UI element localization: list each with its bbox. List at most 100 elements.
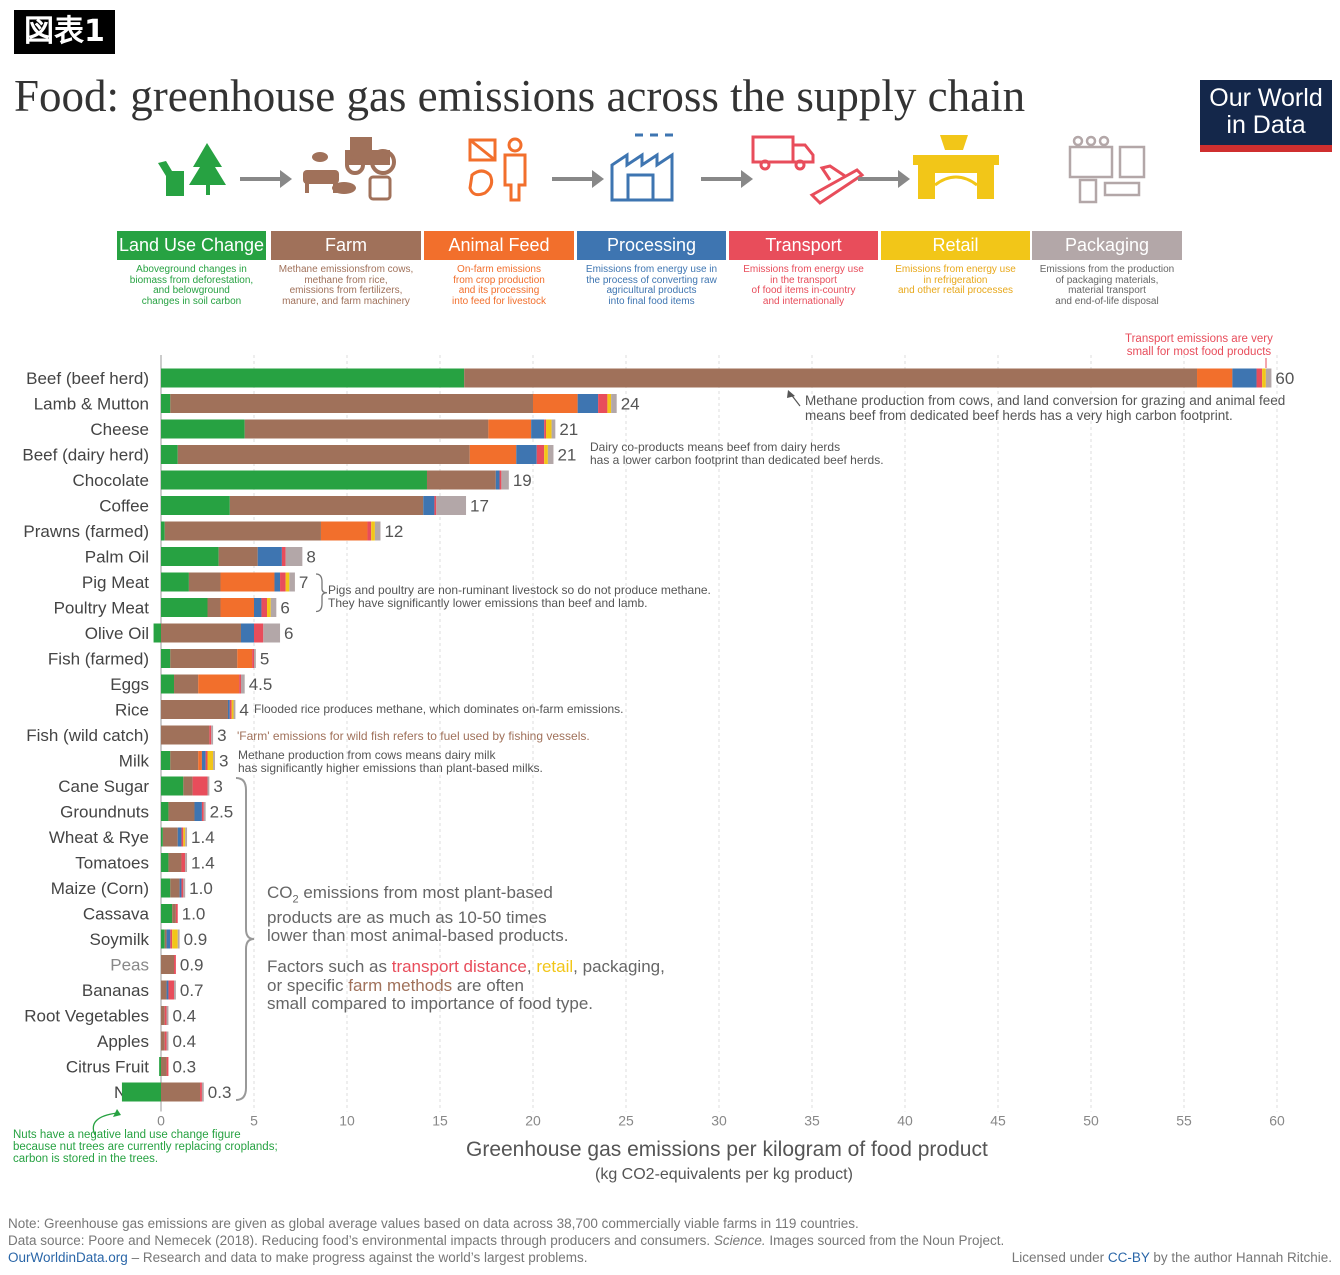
- bar-segment-farm: [244, 419, 489, 439]
- license: Licensed under CC-BY by the author Hanna…: [1012, 1250, 1332, 1265]
- nuts-note-line-3: carbon is stored in the trees.: [13, 1153, 159, 1165]
- license-link[interactable]: CC-BY: [1107, 1250, 1150, 1265]
- bar-segment-processing: [516, 445, 537, 464]
- bar-segment-animal-feed: [198, 751, 202, 770]
- bar-segment-land-use-change: [161, 572, 189, 592]
- value-label: 1.0: [189, 879, 213, 898]
- bar-segment-land-use-change: [161, 419, 245, 439]
- rice-note: Flooded rice produces methane, which dom…: [254, 702, 624, 716]
- bar-segment-land-use-change: [161, 827, 163, 847]
- bar-segment-transport: [229, 700, 232, 719]
- pig-poultry-note: Pigs and poultry are non-ruminant livest…: [328, 584, 711, 610]
- farmer-barn-icon: [468, 137, 527, 202]
- bar-segment-land-use-change: [161, 853, 169, 872]
- value-label: 6: [280, 599, 289, 618]
- plant-note-line-3: lower than most animal-based products.: [267, 926, 569, 946]
- bar-segment-transport: [536, 445, 545, 464]
- bar-segment-animal-feed: [488, 419, 532, 439]
- bar-segment-processing: [531, 419, 545, 439]
- x-tick-label: 50: [1083, 1113, 1099, 1129]
- bar-segment-packaging: [1265, 368, 1272, 388]
- stage-description: Emissions from energy use in the process…: [585, 264, 718, 307]
- plant-note-line-2: products are as much as 10-50 times: [267, 907, 547, 927]
- value-label: 0.4: [172, 1032, 196, 1051]
- plant-based-brace: [235, 777, 255, 1101]
- stage-farm: Farm: [271, 231, 421, 260]
- category-label: Fish (farmed): [48, 650, 149, 669]
- bar-segment-land-use-change: [161, 445, 178, 464]
- plant-note-sub: 2: [292, 893, 299, 906]
- bar-segment-transport: [280, 572, 286, 592]
- arrow-icon: [858, 170, 910, 188]
- bar-segment-retail: [207, 751, 214, 770]
- x-tick-label: 60: [1269, 1113, 1285, 1129]
- bar-segment-land-use-change: [161, 776, 184, 796]
- category-label: Rice: [115, 701, 149, 720]
- bar-segment-packaging: [374, 521, 381, 541]
- site-link[interactable]: OurWorldinData.org: [8, 1250, 128, 1265]
- bar-segment-packaging: [240, 674, 245, 694]
- stage-retail: Retail: [881, 231, 1030, 260]
- bar-segment-land-use-change: [161, 368, 465, 388]
- bar-segment-farm: [170, 394, 534, 413]
- bar-segment-transport: [1256, 368, 1263, 388]
- bar-segment-packaging: [166, 1006, 169, 1025]
- stage-packaging: Packaging: [1032, 231, 1182, 260]
- transport-note-line-2: small for most food products: [1126, 345, 1272, 358]
- bar-segment-farm: [164, 929, 167, 949]
- bar-segment-processing: [227, 700, 230, 719]
- bar-segment-transport: [168, 980, 175, 1000]
- bar-segment-packaging: [285, 547, 303, 566]
- bar-segment-packaging: [183, 878, 186, 898]
- bar-segment-transport: [170, 929, 173, 949]
- bar-segment-packaging: [177, 929, 180, 949]
- bar-segment-retail: [607, 394, 612, 413]
- milk-note-line-2: has significantly higher emissions than …: [238, 761, 543, 775]
- category-label: Cheese: [90, 420, 149, 439]
- category-label: Maize (Corn): [51, 879, 149, 898]
- logo-line-2: in Data: [1226, 111, 1306, 139]
- bar-segment-farm: [161, 955, 175, 974]
- footer-note: Note: Greenhouse gas emissions are given…: [8, 1216, 859, 1231]
- bar-segment-processing: [201, 751, 206, 770]
- bar-segment-packaging: [289, 572, 295, 592]
- bar-segment-packaging: [166, 1031, 169, 1051]
- category-label: Olive Oil: [85, 624, 149, 643]
- nuts-note-arrowhead: [113, 1109, 121, 1117]
- bar-segment-retail: [371, 521, 375, 541]
- factors-text-1: Factors such as: [267, 957, 392, 976]
- factors-comma: ,: [526, 957, 537, 976]
- nuts-note-arrow: [92, 1112, 118, 1136]
- value-label: 3: [213, 777, 222, 796]
- value-label: 3: [219, 752, 228, 771]
- factors-packaging: , packaging,: [573, 957, 665, 976]
- bar-segment-land-use-change: [161, 598, 208, 617]
- x-tick-label: 40: [897, 1113, 913, 1129]
- category-label: Citrus Fruit: [66, 1058, 149, 1077]
- plant-note-rest: emissions from most plant-based: [298, 883, 553, 902]
- dairy-note-line-1: Dairy co-products means beef from dairy …: [590, 440, 841, 454]
- category-label: Fish (wild catch): [26, 726, 149, 745]
- x-tick-label: 20: [525, 1113, 541, 1129]
- footer-site: OurWorldinData.org – Research and data t…: [8, 1250, 588, 1265]
- bar-segment-packaging: [174, 980, 176, 1000]
- nuts-note-line-1: Nuts have a negative land use change fig…: [13, 1129, 241, 1141]
- bar-segment-land-use-change: [161, 394, 171, 413]
- pig-poultry-brace: [315, 573, 328, 613]
- bar-segment-transport: [200, 1082, 202, 1102]
- x-tick-label: 35: [804, 1113, 820, 1129]
- license-author: by the author Hannah Ritchie.: [1149, 1250, 1332, 1265]
- bar-segment-land-use-change: [161, 802, 169, 821]
- bar-segment-transport: [174, 955, 176, 974]
- x-axis-title: Greenhouse gas emissions per kilogram of…: [466, 1138, 988, 1161]
- milk-note: Methane production from cows means dairy…: [238, 749, 543, 775]
- transport-note: Transport emissions are very small for m…: [1125, 333, 1273, 358]
- dairy-note-line-2: has a lower carbon footprint than dedica…: [590, 453, 884, 467]
- bar-segment-packaging: [185, 853, 188, 872]
- bar-segment-farm: [426, 470, 496, 490]
- bar-segment-transport: [164, 1006, 167, 1025]
- bar-segment-transport: [164, 1031, 167, 1051]
- value-label: 4: [239, 701, 248, 720]
- owid-logo[interactable]: Our World in Data: [1200, 80, 1332, 152]
- bar-segment-farm: [183, 776, 193, 796]
